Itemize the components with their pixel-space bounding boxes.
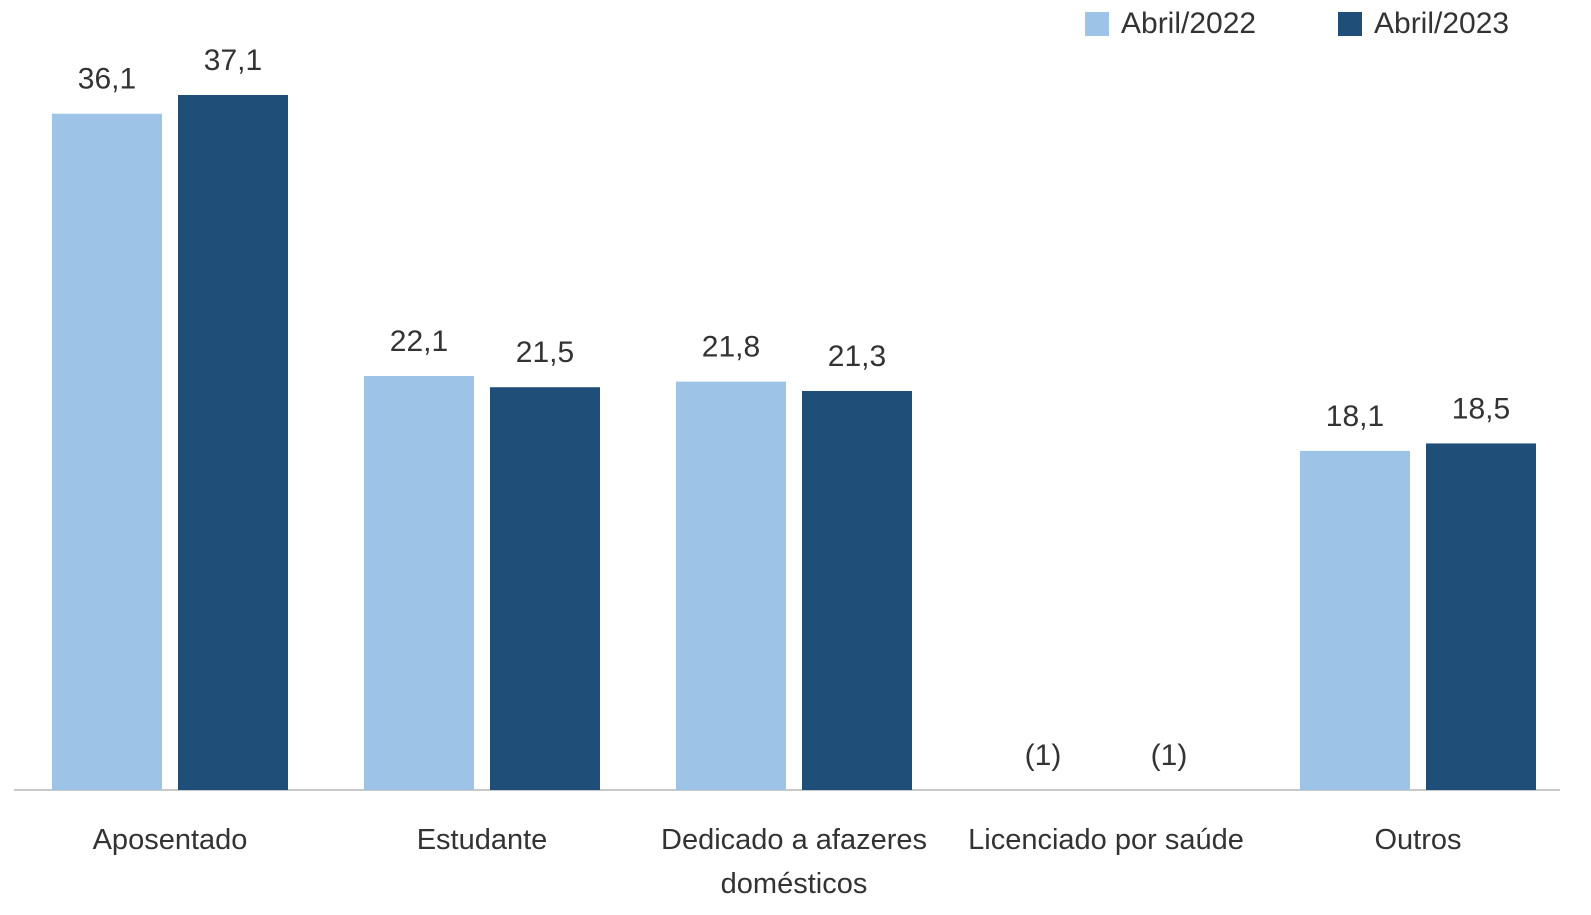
data-label: 22,1 (390, 325, 448, 358)
legend-label: Abril/2023 (1374, 7, 1509, 40)
x-tick-label: Aposentado (92, 824, 248, 856)
x-tick-label: Outros (1374, 824, 1462, 856)
data-label: 36,1 (78, 63, 136, 96)
x-tick-label: Estudante (416, 824, 548, 856)
legend-swatch (1338, 12, 1362, 36)
legend-swatch (1085, 12, 1109, 36)
bar (52, 113, 162, 790)
data-label: (1) (1151, 739, 1188, 772)
data-label: (1) (1025, 739, 1062, 772)
bar (1300, 450, 1410, 790)
data-label: 21,3 (828, 340, 886, 373)
data-label: 21,8 (702, 331, 760, 364)
x-tick-label: Dedicado a afazeres domésticos (661, 824, 927, 900)
bar (1426, 443, 1536, 790)
data-label: 18,5 (1452, 392, 1510, 425)
bar (364, 375, 474, 790)
legend-label: Abril/2022 (1121, 7, 1256, 40)
data-label: 18,1 (1326, 400, 1384, 433)
x-tick-label: Licenciado por saúde (968, 824, 1244, 856)
bar (490, 387, 600, 790)
data-label: 37,1 (204, 44, 262, 77)
bar (676, 381, 786, 790)
bar (178, 95, 288, 790)
bar (802, 390, 912, 790)
data-label: 21,5 (516, 336, 574, 369)
